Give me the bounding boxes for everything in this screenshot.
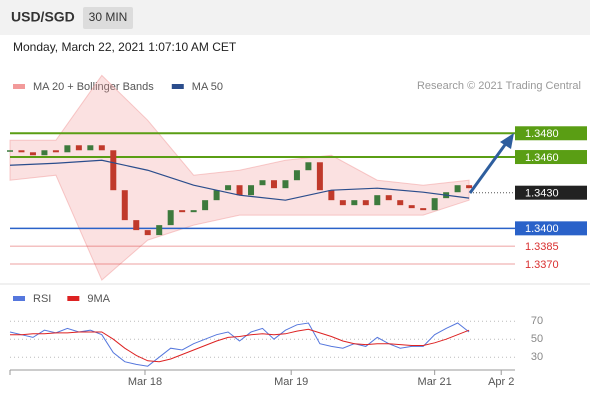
legend-swatch xyxy=(67,296,80,301)
x-tick-label: Mar 21 xyxy=(418,376,452,388)
line-series xyxy=(10,328,470,363)
candle xyxy=(282,180,289,189)
candle xyxy=(133,220,140,231)
y-tick-label: 50 xyxy=(531,333,543,345)
candle xyxy=(385,195,392,201)
level-label: 1.3460 xyxy=(525,152,559,164)
level-box xyxy=(515,150,587,165)
candle xyxy=(236,185,243,196)
candle xyxy=(156,225,163,236)
legend-swatch xyxy=(13,84,25,89)
level-box xyxy=(515,126,587,141)
arrow-head xyxy=(500,133,514,149)
level-label: 1.3480 xyxy=(525,128,559,140)
level-box xyxy=(515,221,587,236)
candle xyxy=(293,170,300,181)
ma-line xyxy=(9,159,470,201)
candle xyxy=(408,205,415,209)
candle xyxy=(52,150,59,153)
y-tick-label: 30 xyxy=(531,351,543,363)
legend-label: 9MA xyxy=(87,293,110,305)
candle xyxy=(121,190,128,221)
candle xyxy=(41,150,48,156)
candle xyxy=(270,180,277,189)
candle xyxy=(29,152,36,156)
level-label: 1.3430 xyxy=(525,188,559,200)
candle xyxy=(466,185,473,189)
candle xyxy=(248,185,255,196)
candle xyxy=(202,200,209,211)
candle xyxy=(316,162,323,191)
line-series xyxy=(9,322,470,367)
candle xyxy=(351,200,358,206)
candle xyxy=(420,208,427,211)
candle xyxy=(7,150,13,152)
level-box xyxy=(515,185,587,200)
symbol: USD/SGD xyxy=(11,9,75,25)
level-label: 1.3385 xyxy=(525,241,559,253)
datetime: Monday, March 22, 2021 1:07:10 AM CET xyxy=(13,40,237,54)
plot: MA 20 + Bollinger Bands MA 501.34801.3460… xyxy=(7,74,587,388)
timeframe[interactable]: 30 MIN xyxy=(89,10,128,24)
candle xyxy=(339,200,346,206)
candle xyxy=(190,210,197,213)
candle xyxy=(75,145,82,151)
candle xyxy=(98,145,105,151)
legend-swatch xyxy=(171,84,184,89)
candle xyxy=(362,200,369,206)
x-tick-label: Apr 2 xyxy=(488,376,514,388)
candle xyxy=(259,180,266,186)
x-tick-label: Mar 19 xyxy=(274,376,308,388)
candle xyxy=(305,162,312,171)
candle xyxy=(144,230,151,236)
candle xyxy=(179,210,186,213)
candle xyxy=(110,150,117,191)
candle xyxy=(87,145,94,151)
forecast-arrow xyxy=(468,141,509,194)
candle xyxy=(454,185,461,193)
legend-label: MA 50 xyxy=(192,81,223,93)
y-tick-label: 70 xyxy=(531,315,543,327)
candle xyxy=(431,198,438,211)
candle xyxy=(167,210,174,226)
x-tick-label: Mar 18 xyxy=(128,376,162,388)
credit: Research © 2021 Trading Central xyxy=(417,80,581,92)
legend-label: RSI xyxy=(33,293,51,305)
candle xyxy=(397,200,404,206)
candle xyxy=(225,185,232,191)
candle xyxy=(328,190,335,201)
level-label: 1.3370 xyxy=(525,259,559,271)
candle xyxy=(64,145,71,153)
legend-swatch xyxy=(13,296,25,301)
level-label: 1.3400 xyxy=(525,223,559,235)
candle xyxy=(374,195,381,206)
candle xyxy=(18,150,25,153)
candle xyxy=(213,190,220,201)
timeframe-button[interactable] xyxy=(83,7,133,29)
